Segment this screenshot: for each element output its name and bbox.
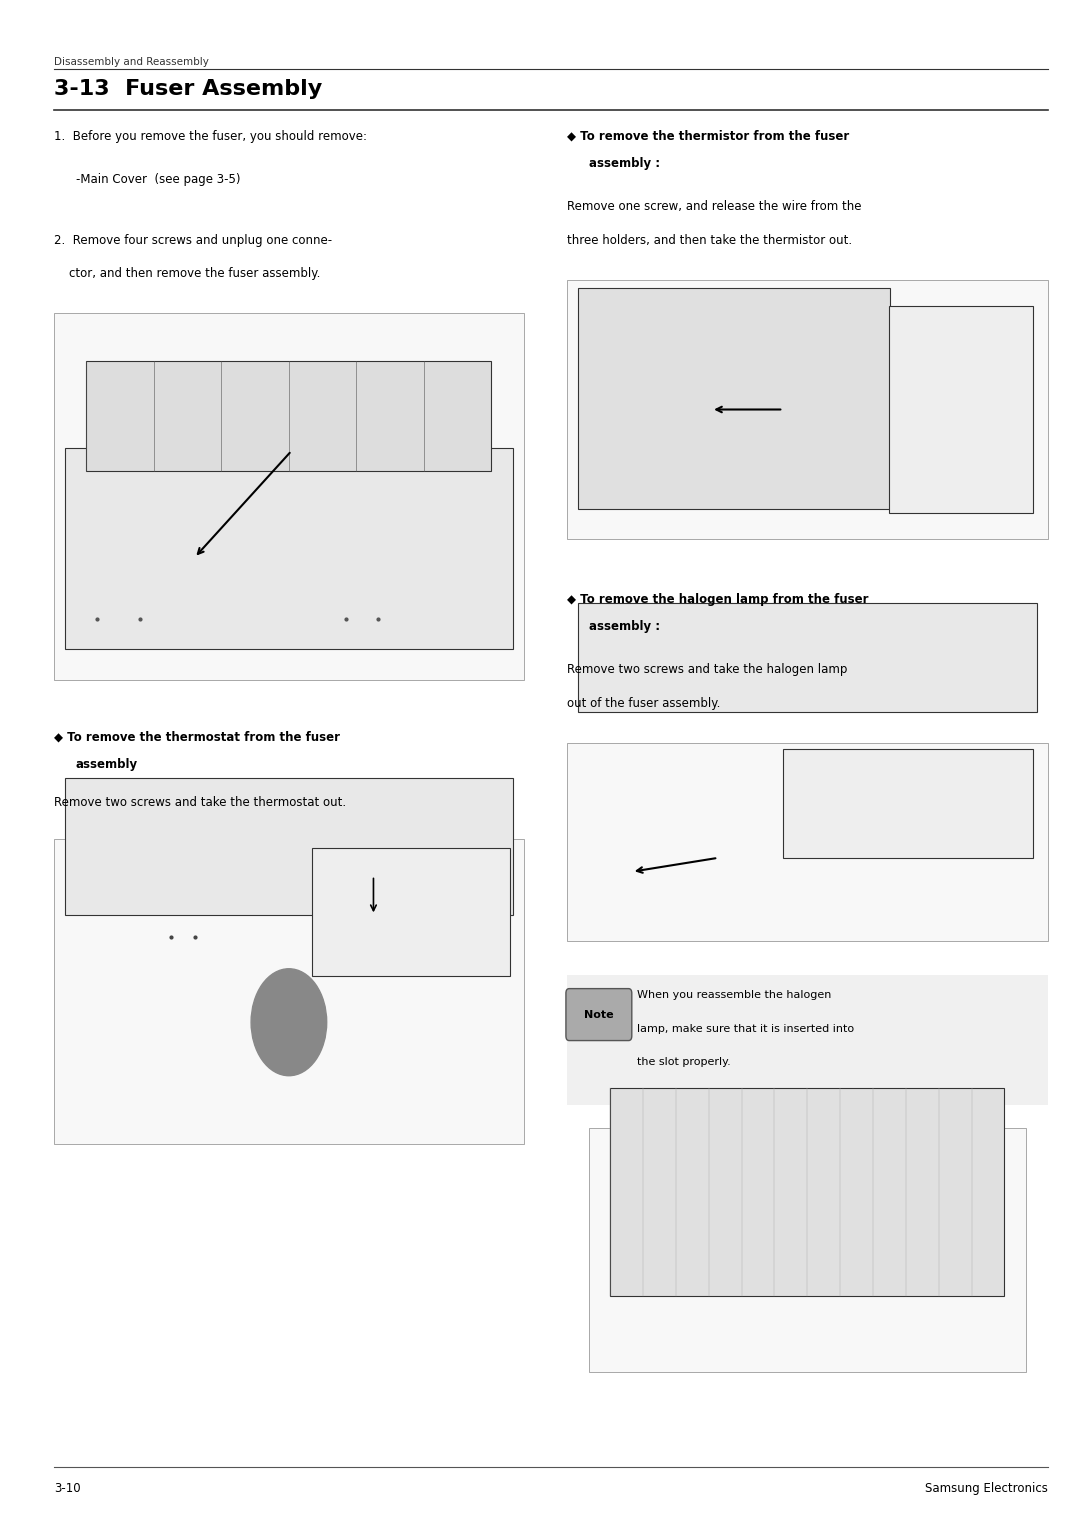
FancyBboxPatch shape (54, 313, 524, 680)
Text: 3-13  Fuser Assembly: 3-13 Fuser Assembly (54, 79, 322, 99)
Text: 2.  Remove four screws and unplug one conne-: 2. Remove four screws and unplug one con… (54, 234, 333, 248)
FancyBboxPatch shape (54, 839, 524, 1144)
FancyBboxPatch shape (567, 975, 1048, 1105)
Text: assembly: assembly (76, 758, 138, 772)
FancyBboxPatch shape (566, 989, 632, 1041)
Bar (578, 289, 890, 509)
Text: out of the fuser assembly.: out of the fuser assembly. (567, 697, 720, 711)
Text: Remove two screws and take the thermostat out.: Remove two screws and take the thermosta… (54, 796, 346, 810)
Text: ◆ To remove the thermostat from the fuser: ◆ To remove the thermostat from the fuse… (54, 730, 340, 744)
Text: Disassembly and Reassembly: Disassembly and Reassembly (54, 57, 208, 67)
FancyBboxPatch shape (567, 743, 1048, 941)
Text: ◆ To remove the halogen lamp from the fuser: ◆ To remove the halogen lamp from the fu… (567, 593, 868, 607)
Text: assembly :: assembly : (589, 620, 660, 634)
Text: 1.  Before you remove the fuser, you should remove:: 1. Before you remove the fuser, you shou… (54, 130, 367, 144)
Text: Remove two screws and take the halogen lamp: Remove two screws and take the halogen l… (567, 663, 848, 677)
Circle shape (252, 969, 327, 1076)
Text: lamp, make sure that it is inserted into: lamp, make sure that it is inserted into (637, 1024, 854, 1034)
Text: When you reassemble the halogen: When you reassemble the halogen (637, 990, 832, 1001)
Bar (312, 848, 510, 976)
Bar (610, 1088, 1004, 1296)
Text: assembly :: assembly : (589, 157, 660, 171)
Bar (578, 604, 1037, 712)
Text: ctor, and then remove the fuser assembly.: ctor, and then remove the fuser assembly… (54, 267, 321, 281)
Text: 3-10: 3-10 (54, 1482, 81, 1496)
Bar (65, 778, 513, 915)
FancyBboxPatch shape (567, 280, 1048, 539)
Bar (889, 306, 1034, 513)
Text: the slot properly.: the slot properly. (637, 1057, 731, 1068)
Text: Remove one screw, and release the wire from the: Remove one screw, and release the wire f… (567, 200, 862, 214)
Bar (783, 749, 1034, 857)
Text: Samsung Electronics: Samsung Electronics (924, 1482, 1048, 1496)
Text: Note: Note (583, 1010, 613, 1019)
FancyBboxPatch shape (589, 1128, 1026, 1372)
Text: three holders, and then take the thermistor out.: three holders, and then take the thermis… (567, 234, 852, 248)
Text: -Main Cover  (see page 3-5): -Main Cover (see page 3-5) (76, 173, 240, 186)
Bar (86, 361, 491, 471)
Text: ◆ To remove the thermistor from the fuser: ◆ To remove the thermistor from the fuse… (567, 130, 849, 144)
Bar (65, 448, 513, 649)
